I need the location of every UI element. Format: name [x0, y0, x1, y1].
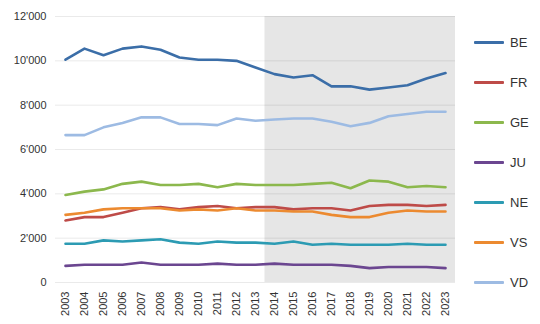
svg-text:2006: 2006: [116, 292, 128, 316]
svg-text:2017: 2017: [325, 292, 337, 316]
html-text:FR: FR: [510, 74, 528, 90]
html-text:GE: GE: [510, 114, 529, 130]
svg-text:2004: 2004: [78, 292, 90, 316]
html-text:BE: BE: [510, 34, 528, 50]
svg-text:2018: 2018: [344, 292, 356, 316]
svg-text:8'000: 8'000: [20, 99, 47, 111]
svg-text:2010: 2010: [192, 292, 204, 316]
svg-text:2015: 2015: [287, 292, 299, 316]
svg-text:12'000: 12'000: [14, 10, 47, 22]
html-text:NE: NE: [510, 194, 529, 210]
svg-text:10'000: 10'000: [14, 54, 47, 66]
svg-text:2016: 2016: [306, 292, 318, 316]
svg-text:2021: 2021: [401, 292, 413, 316]
svg-text:2005: 2005: [97, 292, 109, 316]
html-text:VD: VD: [510, 274, 529, 290]
svg-text:2007: 2007: [135, 292, 147, 316]
svg-text:2008: 2008: [154, 292, 166, 316]
svg-text:4'000: 4'000: [20, 187, 47, 199]
svg-text:2013: 2013: [249, 292, 261, 316]
html-text:VS: VS: [510, 234, 528, 250]
svg-text:6'000: 6'000: [20, 143, 47, 155]
svg-text:2019: 2019: [363, 292, 375, 316]
svg-text:2011: 2011: [211, 292, 223, 316]
svg-text:2014: 2014: [268, 292, 280, 316]
svg-text:2012: 2012: [230, 292, 242, 316]
svg-text:2003: 2003: [59, 292, 71, 316]
svg-text:2009: 2009: [173, 292, 185, 316]
svg-text:2'000: 2'000: [20, 232, 47, 244]
html-text:JU: JU: [510, 154, 526, 170]
svg-text:2020: 2020: [382, 292, 394, 316]
svg-text:2022: 2022: [420, 292, 432, 316]
svg-text:2023: 2023: [439, 292, 451, 316]
svg-text:0: 0: [40, 276, 46, 288]
